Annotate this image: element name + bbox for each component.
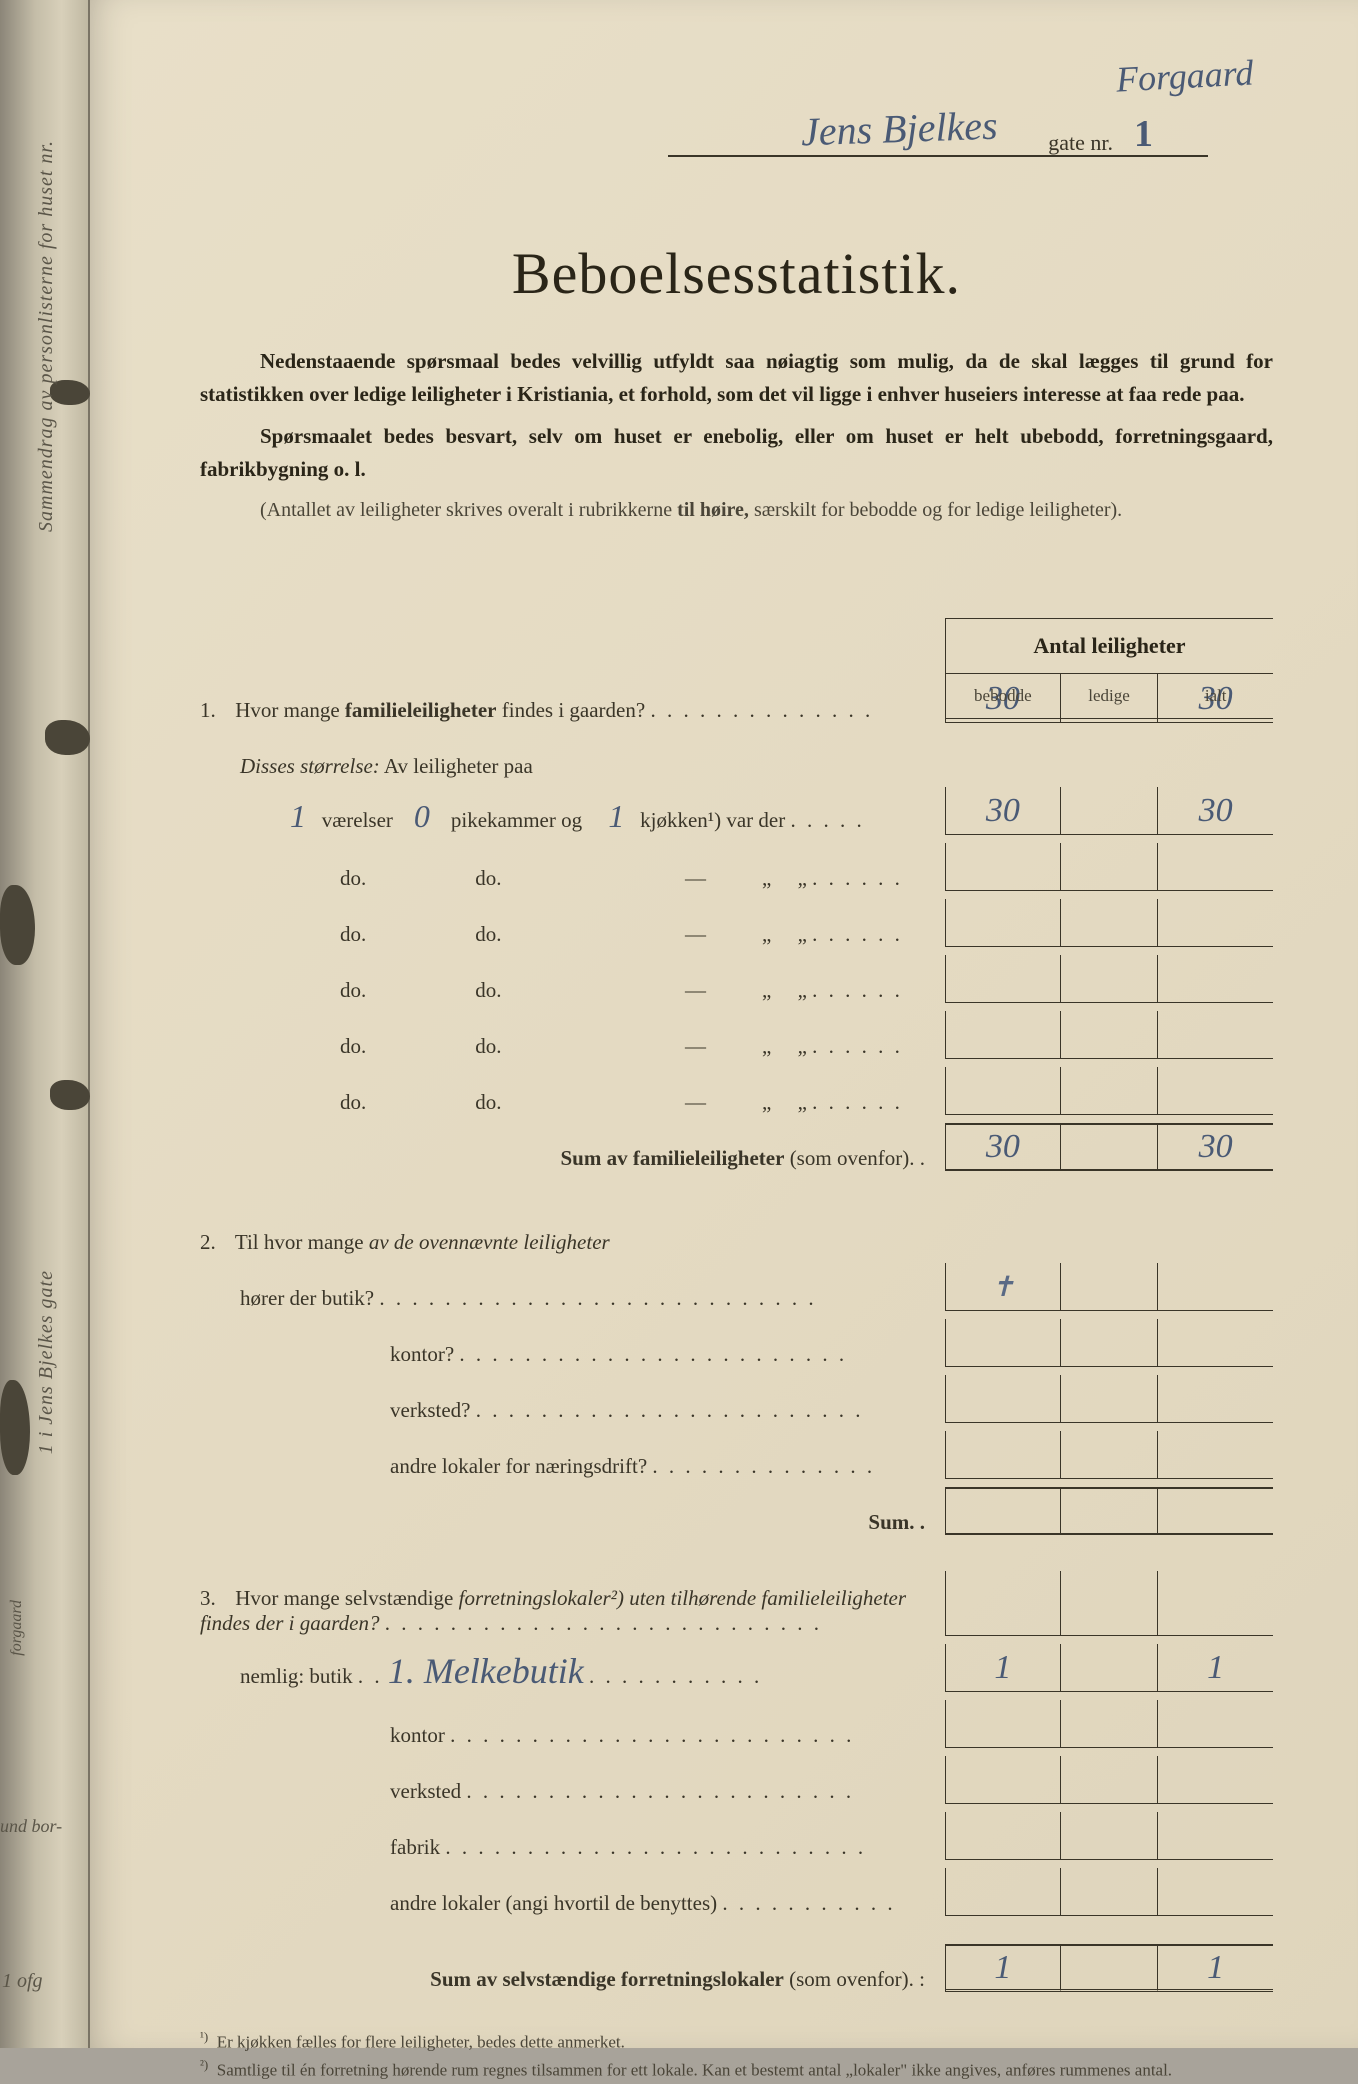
- header-underline: [668, 155, 1208, 157]
- spine-vertical-text-1: Sammendrag av personlisterne for huset n…: [35, 140, 58, 532]
- spine-vertical-text-2: 1 i Jens Bjelkes gate: [35, 1270, 58, 1454]
- street-name-handwritten: Jens Bjelkes: [801, 102, 999, 156]
- footnotes: ¹) Er kjøkken fælles for flere leilighet…: [200, 2027, 1273, 2083]
- q1-do-row-5: do. do. — „ „ . . . . . .: [200, 1011, 1273, 1059]
- q1-r1-ialt: 30: [1158, 787, 1273, 835]
- q1-do-row-4: do. do. — „ „ . . . . . .: [200, 955, 1273, 1003]
- col-header-ledige: ledige: [1061, 674, 1159, 718]
- q3-andre-row: andre lokaler (angi hvortil de benyttes)…: [200, 1868, 1273, 1916]
- q2-butik-val: ✝: [946, 1263, 1061, 1311]
- q3-sum-ialt: 1: [1158, 1944, 1273, 1992]
- book-spine: Sammendrag av personlisterne for huset n…: [0, 0, 90, 2048]
- q1-r1-bebodde: 30: [946, 787, 1061, 835]
- q1-size-row-1: 1 værelser 0 pikekammer og 1 kjøkken¹) v…: [200, 787, 1273, 835]
- table-header: Antal leiligheter bebodde ledige ialt: [945, 618, 1273, 719]
- q1-sum-row: Sum av familieleiligheter (som ovenfor).…: [200, 1123, 1273, 1171]
- spine-margin-text-1: und bor-: [0, 1816, 62, 1837]
- q2-header-row: 2. Til hvor mange av de ovennævnte leili…: [200, 1207, 1273, 1255]
- intro-paragraph-2: Spørsmaalet bedes besvart, selv om huset…: [200, 420, 1273, 485]
- q2-sum-row: Sum. .: [200, 1487, 1273, 1535]
- page-title: Beboelsesstatistik.: [200, 240, 1273, 307]
- q1-sum-ialt: 30: [1158, 1123, 1273, 1171]
- q1-do-row-3: do. do. — „ „ . . . . . .: [200, 899, 1273, 947]
- q3-butik-row: nemlig: butik . . 1. Melkebutik . . . . …: [200, 1644, 1273, 1692]
- q2-verksted-row: verksted? . . . . . . . . . . . . . . . …: [200, 1375, 1273, 1423]
- q1-sub-label-row: Disses størrelse: Av leiligheter paa: [200, 731, 1273, 779]
- document-page: Forgaard Jens Bjelkes gate nr. 1 Beboels…: [90, 0, 1358, 2048]
- q3-verksted-row: verksted . . . . . . . . . . . . . . . .…: [200, 1756, 1273, 1804]
- gate-label: gate nr.: [1048, 130, 1113, 156]
- q2-butik-row: hører der butik? . . . . . . . . . . . .…: [200, 1263, 1273, 1311]
- spine-margin-text-2: 1 ofg: [2, 1970, 43, 1993]
- q3-sum-row: Sum av selvstændige forretningslokaler (…: [200, 1944, 1273, 1992]
- q1-do-row-6: do. do. — „ „ . . . . . .: [200, 1067, 1273, 1115]
- col-header-ialt: ialt: [1158, 674, 1273, 718]
- q2-andre-row: andre lokaler for næringsdrift? . . . . …: [200, 1431, 1273, 1479]
- intro-note: (Antallet av leiligheter skrives overalt…: [200, 495, 1273, 525]
- q3-butik-ialt: 1: [1158, 1644, 1273, 1692]
- col-header-bebodde: bebodde: [946, 674, 1061, 718]
- gate-number-handwritten: 1: [1134, 112, 1153, 156]
- header-note-handwritten: Forgaard: [1115, 51, 1254, 100]
- q3-sum-bebodde: 1: [946, 1944, 1061, 1992]
- q3-fabrik-row: fabrik . . . . . . . . . . . . . . . . .…: [200, 1812, 1273, 1860]
- intro-paragraph-1: Nedenstaaende spørsmaal bedes velvillig …: [200, 345, 1273, 410]
- q1-do-row-2: do. do. — „ „ . . . . . .: [200, 843, 1273, 891]
- q2-kontor-row: kontor? . . . . . . . . . . . . . . . . …: [200, 1319, 1273, 1367]
- q1-sum-bebodde: 30: [946, 1123, 1061, 1171]
- table-header-title: Antal leiligheter: [946, 619, 1273, 674]
- q3-kontor-row: kontor . . . . . . . . . . . . . . . . .…: [200, 1700, 1273, 1748]
- q3-header-row: 3. Hvor mange selvstændige forretningslo…: [200, 1571, 1273, 1636]
- q3-butik-bebodde: 1: [946, 1644, 1061, 1692]
- spine-vertical-text-3: forgaard: [8, 1600, 26, 1656]
